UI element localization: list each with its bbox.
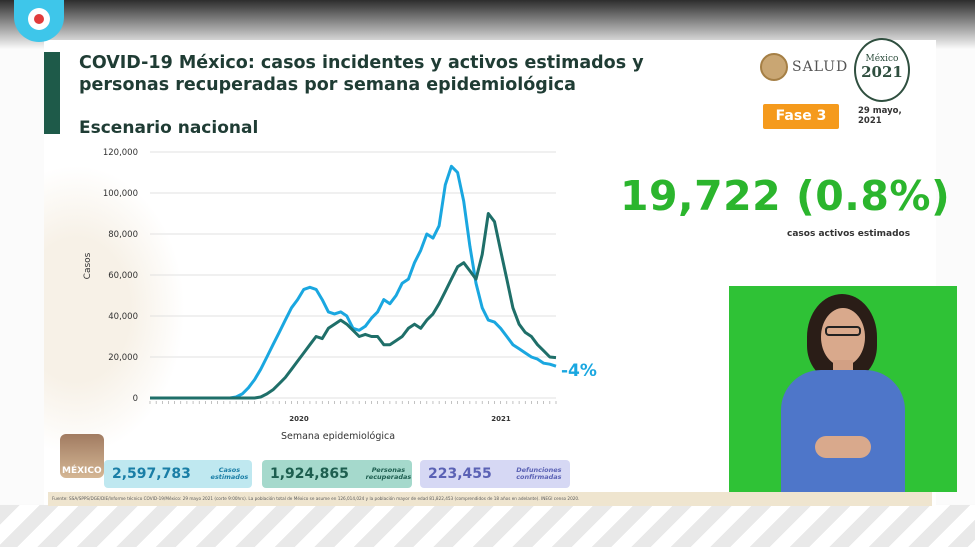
stat-defunciones-value: 223,455 <box>428 466 492 482</box>
government-seal-icon <box>760 53 788 81</box>
stat-defunciones-label: Defunciones confirmadas <box>516 465 562 481</box>
periscope-icon[interactable] <box>14 0 64 42</box>
chart-series <box>150 164 557 400</box>
salud-logo-text: SALUD <box>792 59 849 75</box>
chart-grid <box>150 151 556 399</box>
fase-badge: Fase 3 <box>763 104 839 129</box>
glasses-icon <box>825 326 861 336</box>
series-line-2 <box>150 212 557 400</box>
x-group-label-2021: 2021 <box>491 415 511 423</box>
stat-defunciones: 223,455 Defunciones confirmadas <box>420 460 570 488</box>
y-axis-label: Casos <box>83 252 93 279</box>
y-tick-label: 0 <box>133 394 138 404</box>
y-tick-label: 60,000 <box>108 271 138 281</box>
y-axis-ticks: 0 20,000 40,000 60,000 80,000 100,000 120,000 <box>103 148 138 404</box>
stat-personas-recuperadas: 1,924,865 Personas recuperadas <box>262 460 412 488</box>
y-tick-label: 80,000 <box>108 230 138 240</box>
report-date: 29 mayo, 2021 <box>858 106 902 126</box>
slide-title: COVID-19 México: casos incidentes y acti… <box>79 53 644 95</box>
series-line-1 <box>150 164 557 400</box>
mexico-logo <box>60 434 104 478</box>
stat-casos-estimados: 2,597,783 Casos estimados <box>104 460 252 488</box>
stat-personas-recuperadas-label: Personas recuperadas <box>365 465 412 481</box>
active-cases-caption: casos activos estimados <box>787 229 911 239</box>
y-tick-label: 40,000 <box>108 312 138 322</box>
stat-casos-estimados-label: Casos estimados <box>210 465 249 481</box>
stat-personas-recuperadas-value: 1,924,865 <box>270 466 349 482</box>
report-date-line2: 2021 <box>858 116 882 126</box>
bottom-stripes <box>0 505 975 547</box>
salud-logo: SALUD <box>760 53 848 81</box>
title-accent-bar <box>44 52 60 134</box>
periscope-dot <box>28 8 50 30</box>
mexico-2021-badge: México 2021 <box>854 38 910 102</box>
y-tick-label: 20,000 <box>108 353 138 363</box>
interpreter-face <box>821 308 865 366</box>
badge-line2: 2021 <box>861 63 903 81</box>
y-tick-label: 120,000 <box>103 148 138 158</box>
mexico-logo-text: MÉXICO <box>62 466 102 476</box>
source-footnote: Fuente: SSA/SPPS/DGE/DIE/Informe técnico… <box>48 492 932 506</box>
x-axis-ticks <box>149 401 557 404</box>
slide-subtitle: Escenario nacional <box>79 118 259 138</box>
report-date-line1: 29 mayo, <box>858 106 902 116</box>
sign-language-interpreter-video <box>729 286 957 492</box>
badge-line1: México <box>865 54 899 64</box>
y-tick-label: 100,000 <box>103 189 138 199</box>
cases-line-chart: 020,00040,00060,00080,000100,000120,000 … <box>83 148 597 442</box>
active-cases-number: 19,722 (0.8%) <box>620 172 951 220</box>
interpreter-shirt <box>781 370 905 492</box>
change-annotation: -4% <box>561 361 597 381</box>
stat-casos-estimados-value: 2,597,783 <box>112 466 191 482</box>
x-axis-label: Semana epidemiológica <box>281 431 395 442</box>
watermark-pattern <box>44 140 204 480</box>
x-group-label-2020: 2020 <box>289 415 309 423</box>
interpreter-hands <box>815 436 871 458</box>
